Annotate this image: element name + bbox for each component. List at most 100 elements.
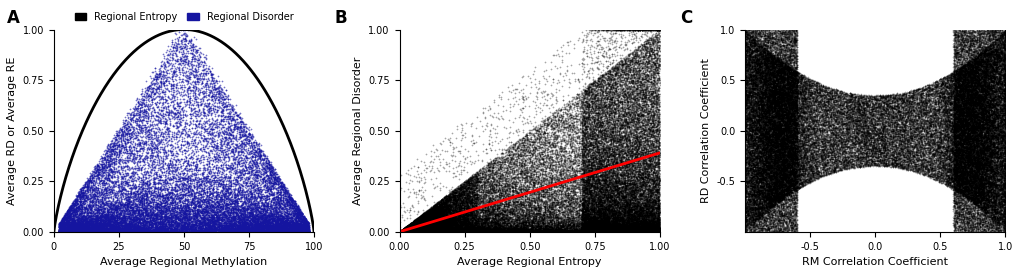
Point xyxy=(979,103,996,107)
Point xyxy=(448,226,465,230)
Point xyxy=(201,218,217,222)
Point xyxy=(960,104,976,108)
Point xyxy=(981,204,998,209)
Point xyxy=(769,205,786,209)
Point xyxy=(980,160,997,164)
Point xyxy=(982,120,999,124)
Point xyxy=(429,220,445,224)
Point xyxy=(620,90,636,94)
Point xyxy=(788,151,804,155)
Point xyxy=(905,129,921,133)
Point xyxy=(409,221,425,226)
Point xyxy=(963,139,979,144)
Point xyxy=(750,65,766,69)
Point xyxy=(576,97,592,101)
Point xyxy=(454,223,471,227)
Point xyxy=(613,122,630,127)
Point xyxy=(809,100,825,105)
Point xyxy=(982,158,999,162)
Point xyxy=(144,229,160,234)
Point xyxy=(989,145,1006,150)
Point xyxy=(793,158,809,162)
Point xyxy=(984,99,1001,104)
Point xyxy=(860,97,876,101)
Point xyxy=(786,89,802,93)
Point xyxy=(970,190,986,195)
Point xyxy=(69,191,86,195)
Point xyxy=(958,80,974,84)
Point xyxy=(945,159,961,164)
Point xyxy=(802,152,818,157)
Point xyxy=(764,77,781,81)
Point xyxy=(828,101,845,106)
Point xyxy=(637,204,653,209)
Point xyxy=(968,121,984,126)
Point xyxy=(644,202,660,206)
Point xyxy=(291,229,308,233)
Point xyxy=(749,83,765,88)
Point xyxy=(463,219,479,223)
Point xyxy=(890,161,906,165)
Point xyxy=(877,148,894,153)
Point xyxy=(624,164,640,169)
Point xyxy=(777,119,794,124)
Point xyxy=(495,160,512,164)
Point xyxy=(578,201,594,206)
Point xyxy=(147,141,163,146)
Point xyxy=(605,180,622,184)
Point xyxy=(597,75,613,79)
Point xyxy=(817,127,834,132)
Point xyxy=(233,229,250,233)
Point xyxy=(245,215,261,219)
Point xyxy=(507,202,524,207)
Point xyxy=(889,116,905,120)
Point xyxy=(993,115,1009,119)
Point xyxy=(968,133,984,137)
Point xyxy=(636,175,652,179)
Point xyxy=(756,66,772,70)
Point xyxy=(782,146,798,150)
Point xyxy=(993,116,1009,120)
Point xyxy=(637,143,653,147)
Point xyxy=(951,41,967,45)
Point xyxy=(969,79,985,83)
Point xyxy=(843,153,859,157)
Point xyxy=(166,228,182,232)
Point xyxy=(152,219,168,224)
Point xyxy=(969,124,985,129)
Point xyxy=(597,183,613,187)
Point xyxy=(405,228,421,233)
Point xyxy=(603,173,620,178)
Point xyxy=(851,165,867,169)
Point xyxy=(481,168,497,173)
Point xyxy=(610,229,627,233)
Point xyxy=(748,148,764,153)
Point xyxy=(642,229,658,233)
Point xyxy=(878,110,895,115)
Point xyxy=(982,225,999,229)
Point xyxy=(643,227,659,232)
Point xyxy=(613,224,630,229)
Point xyxy=(761,75,777,79)
Point xyxy=(458,229,474,234)
Point xyxy=(796,175,812,179)
Point xyxy=(262,187,278,191)
Point xyxy=(751,80,767,84)
Point xyxy=(622,27,638,32)
Point xyxy=(177,215,194,219)
Point xyxy=(504,185,521,189)
Point xyxy=(756,192,772,197)
Point xyxy=(961,136,977,141)
Point xyxy=(956,150,972,154)
Point xyxy=(168,225,184,229)
Point xyxy=(994,66,1010,70)
Point xyxy=(977,59,994,64)
Point xyxy=(783,143,799,147)
Point xyxy=(403,221,419,226)
Point xyxy=(578,205,594,209)
Point xyxy=(582,230,598,234)
Point xyxy=(216,227,232,231)
Point xyxy=(970,102,986,107)
Point xyxy=(639,58,655,62)
Point xyxy=(176,93,193,97)
